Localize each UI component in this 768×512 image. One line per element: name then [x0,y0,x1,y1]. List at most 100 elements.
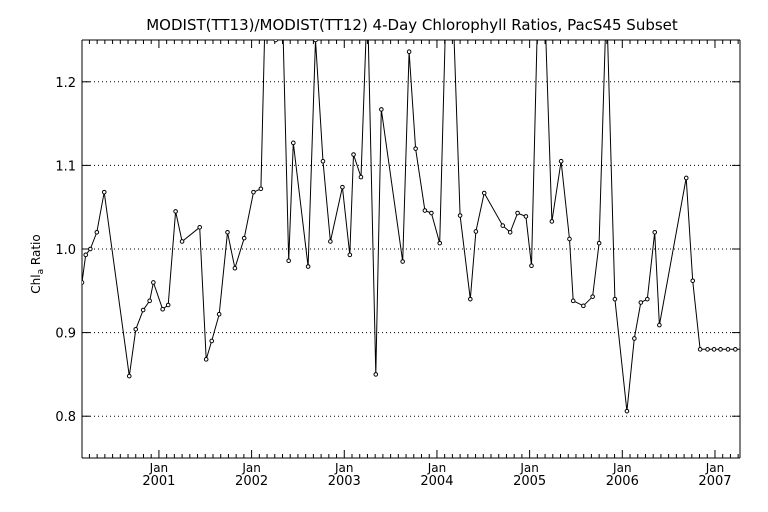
data-point-42 [422,208,428,213]
data-point-75 [697,347,703,352]
data-point-3 [94,229,100,235]
x-tick-month-5: Jan [612,461,632,475]
data-point-49 [473,229,479,234]
data-point-1 [83,252,89,258]
data-point-19 [232,265,238,271]
data-point-11 [165,302,171,308]
data-point-47 [457,213,463,218]
series-polyline [82,40,740,412]
data-point-76 [705,347,710,352]
data-point-28 [305,264,311,269]
data-point-79 [725,347,731,352]
data-point-72 [657,322,662,328]
data-point-39 [400,259,405,264]
data-point-2 [88,246,93,252]
y-tick-label-0: 0.8 [55,410,76,425]
x-tick-month-6: Jan [705,461,725,475]
data-point-41 [413,146,418,151]
x-tick-month-0: Jan [149,461,169,475]
data-point-0 [82,280,85,285]
x-tick-month-2: Jan [334,461,354,475]
data-point-60 [567,236,572,242]
data-point-43 [429,210,434,216]
series-points [82,40,745,414]
data-point-29 [313,40,318,43]
data-point-27 [291,140,296,146]
x-tick-month-4: Jan [519,461,539,475]
grid-lines [82,81,740,417]
data-point-55 [529,263,534,269]
y-axis-label: Chla Ratio [29,234,46,293]
x-tick-year-5: 2006 [606,474,639,489]
y-tick-label-3: 1.1 [55,159,76,174]
data-point-80 [733,347,738,352]
y-ticks: 0.8 0.9 1.0 1.1 1.2 [55,76,740,425]
data-point-20 [241,235,247,241]
x-tick-month-3: Jan [427,461,447,475]
y-axis-label-tail: Ratio [29,234,43,269]
x-tick-year-1: 2002 [235,474,268,489]
data-point-7 [140,307,146,313]
data-point-14 [197,224,202,230]
x-tick-year-3: 2004 [420,474,453,489]
y-tick-label-4: 1.2 [55,76,76,91]
data-point-63 [590,294,595,299]
data-point-67 [624,408,630,414]
data-point-68 [632,336,637,341]
x-tick-year-2: 2003 [328,474,361,489]
y-tick-label-2: 1.0 [55,243,76,258]
x-tick-year-6: 2007 [698,474,731,489]
data-point-17 [216,311,222,317]
x-tick-year-4: 2005 [513,474,546,489]
data-point-74 [690,278,696,284]
data-point-24 [273,40,278,43]
y-tick-label-1: 0.9 [55,327,76,342]
series-line [82,40,740,412]
data-point-30 [320,158,326,164]
data-point-4 [101,189,107,195]
x-tick-month-1: Jan [241,461,261,475]
chart-title: MODIST(TT13)/MODIST(TT12) 4-Day Chloroph… [146,16,678,34]
data-point-51 [500,223,506,228]
data-point-32 [340,184,345,190]
data-point-54 [523,214,529,219]
x-tick-year-0: 2001 [142,474,175,489]
data-point-81 [741,348,745,352]
svg-text:Chla Ratio: Chla Ratio [29,234,46,293]
data-point-40 [406,49,412,55]
data-point-35 [358,174,364,180]
data-point-18 [225,229,230,235]
data-point-62 [581,303,586,309]
data-point-70 [645,296,650,302]
data-point-34 [351,152,356,157]
data-point-22 [258,186,264,192]
data-point-59 [558,158,564,164]
data-point-48 [468,296,473,302]
data-point-16 [209,338,215,344]
data-point-31 [328,239,333,244]
data-point-10 [160,306,165,312]
data-point-61 [570,298,576,304]
data-point-8 [147,298,152,304]
y-axis-label-sub: a [36,269,46,275]
data-point-53 [515,210,520,216]
data-point-33 [347,252,353,258]
data-point-77 [711,347,717,352]
data-point-52 [507,229,513,235]
data-point-13 [179,239,185,244]
data-point-12 [173,209,178,214]
data-point-71 [652,229,658,235]
data-point-73 [683,175,689,181]
data-point-69 [638,300,644,305]
data-point-9 [151,280,156,285]
data-point-37 [373,372,379,377]
data-point-50 [481,190,487,196]
data-point-15 [203,357,209,362]
data-point-5 [126,373,132,379]
data-point-64 [596,240,602,246]
data-point-58 [549,219,555,224]
data-point-38 [379,107,384,112]
data-point-78 [718,347,723,352]
data-point-44 [437,240,443,246]
